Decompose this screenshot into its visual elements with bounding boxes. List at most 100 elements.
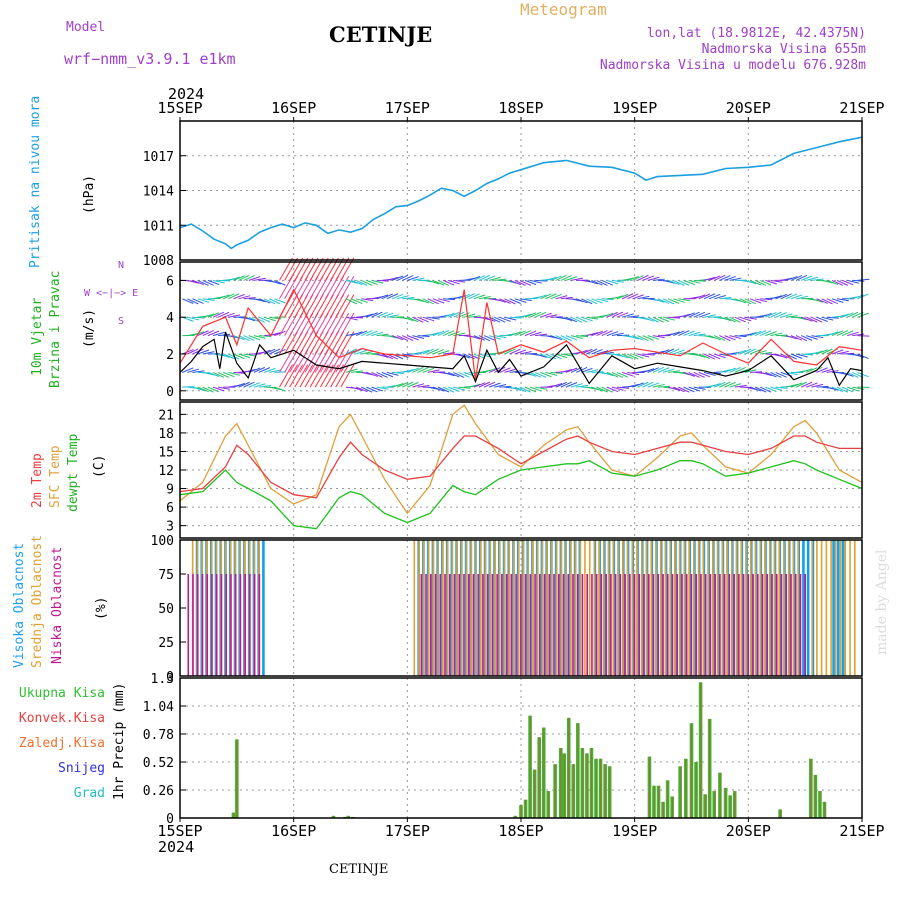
wind-arrow (258, 298, 271, 304)
wind-arrow (708, 383, 721, 388)
precip-conv-bar (554, 764, 556, 818)
wind-arrow (468, 353, 480, 360)
x-tick-label-bottom: 16SEP (271, 822, 316, 840)
wind-arrow (760, 386, 772, 393)
y-tick-label: 1011 (143, 219, 174, 234)
wind-arrow (744, 316, 757, 320)
wind-arrow (253, 366, 265, 373)
wind-arrow (448, 371, 460, 378)
precip-conv-bar (819, 791, 821, 818)
y-tick-label: 25 (158, 636, 174, 651)
y-tick-label: 0.78 (143, 728, 174, 743)
wind-arrow (693, 294, 706, 300)
wind-arrow (591, 279, 603, 286)
wind-arrow (821, 298, 833, 305)
wind-arrow (780, 313, 793, 318)
wind-arrow (627, 383, 640, 388)
wind-arrow (355, 330, 368, 337)
wind-arrow (361, 330, 373, 337)
wind-arrow (575, 298, 588, 304)
precip-conv-bar (577, 723, 579, 818)
wind-arrow (601, 351, 614, 355)
wind-arrow (565, 316, 578, 323)
wind-arrow (356, 349, 368, 355)
wind-arrow (417, 335, 430, 338)
wind-arrow (801, 368, 813, 373)
wind-arrow (258, 316, 271, 323)
wind-arrow (545, 353, 557, 360)
wind-arrow (187, 298, 199, 305)
wind-arrow (760, 298, 773, 301)
wind-arrow (202, 386, 214, 393)
wind-arrow (519, 298, 532, 302)
wind-arrow (529, 386, 542, 392)
wind-arrow (841, 330, 854, 337)
wind-arrow (570, 316, 583, 323)
wind-arrow (402, 368, 414, 373)
precip-conv-bar (236, 739, 238, 818)
wind-arrow (187, 368, 200, 373)
wind-arrow (217, 294, 230, 300)
wind-arrow (182, 367, 194, 373)
precip-conv-bar (609, 766, 611, 818)
wind-arrow (509, 279, 522, 286)
wind-arrow (601, 298, 614, 301)
x-tick-label-top: 18SEP (498, 99, 543, 117)
wind-arrow (253, 383, 266, 388)
wind-arrow (396, 335, 409, 342)
wind-arrow (836, 279, 849, 286)
wind-arrow (841, 386, 854, 393)
x-tick-label-bottom: 15SEP (157, 822, 202, 840)
wind-arrow (683, 371, 696, 377)
wind-arrow (453, 279, 466, 283)
wind-arrow (826, 298, 838, 305)
y-tick-label: 1008 (143, 254, 174, 269)
wind-arrow (437, 279, 450, 286)
wind-arrow (253, 277, 266, 281)
wind-arrow (253, 335, 266, 339)
wind-arrow (775, 293, 787, 300)
wind-arrow (821, 368, 834, 373)
wind-arrow (847, 386, 859, 392)
wind-arrow (545, 276, 558, 281)
wind-arrow (596, 298, 609, 303)
wind-arrow (734, 349, 747, 355)
wind-arrow (621, 353, 634, 360)
wind-arrow (565, 367, 578, 373)
wind-arrow (366, 386, 378, 393)
wind-arrow (749, 348, 762, 355)
wind-arrow (637, 335, 649, 342)
wind-arrow (509, 386, 522, 391)
wind-arrow (657, 316, 670, 322)
model-name: wrf−nmm_v3.9.1 e1km (64, 50, 236, 68)
wind-arrow (192, 370, 205, 373)
wind-arrow (765, 331, 777, 337)
wind-arrow (442, 330, 455, 337)
wind-arrow (427, 348, 439, 355)
wind-arrow (755, 298, 767, 303)
wind-arrow (724, 316, 736, 323)
wind-arrow (422, 298, 434, 305)
wind-arrow (652, 335, 665, 339)
wind-arrow (228, 371, 241, 376)
wind-arrow (376, 333, 389, 337)
wind-arrow (647, 316, 659, 323)
wind-arrow (350, 348, 363, 355)
wind-arrow (192, 298, 204, 304)
wind-arrow (371, 386, 384, 392)
y-tick-label: 2 (166, 348, 174, 363)
wind-arrow (560, 275, 572, 281)
wind-arrow (683, 386, 695, 393)
wind-arrow (688, 311, 700, 318)
wind-arrow (417, 298, 429, 304)
wind-arrow (258, 349, 271, 355)
wind-arrow (801, 353, 814, 356)
wind-arrow (565, 382, 578, 388)
precip-conv-bar (332, 815, 335, 818)
wind-arrow (453, 332, 466, 337)
wind-arrow (340, 276, 355, 300)
precip-conv-bar (534, 769, 536, 818)
wind-arrow (673, 349, 685, 355)
wind-arrow (811, 316, 823, 323)
wind-arrow (351, 370, 364, 373)
